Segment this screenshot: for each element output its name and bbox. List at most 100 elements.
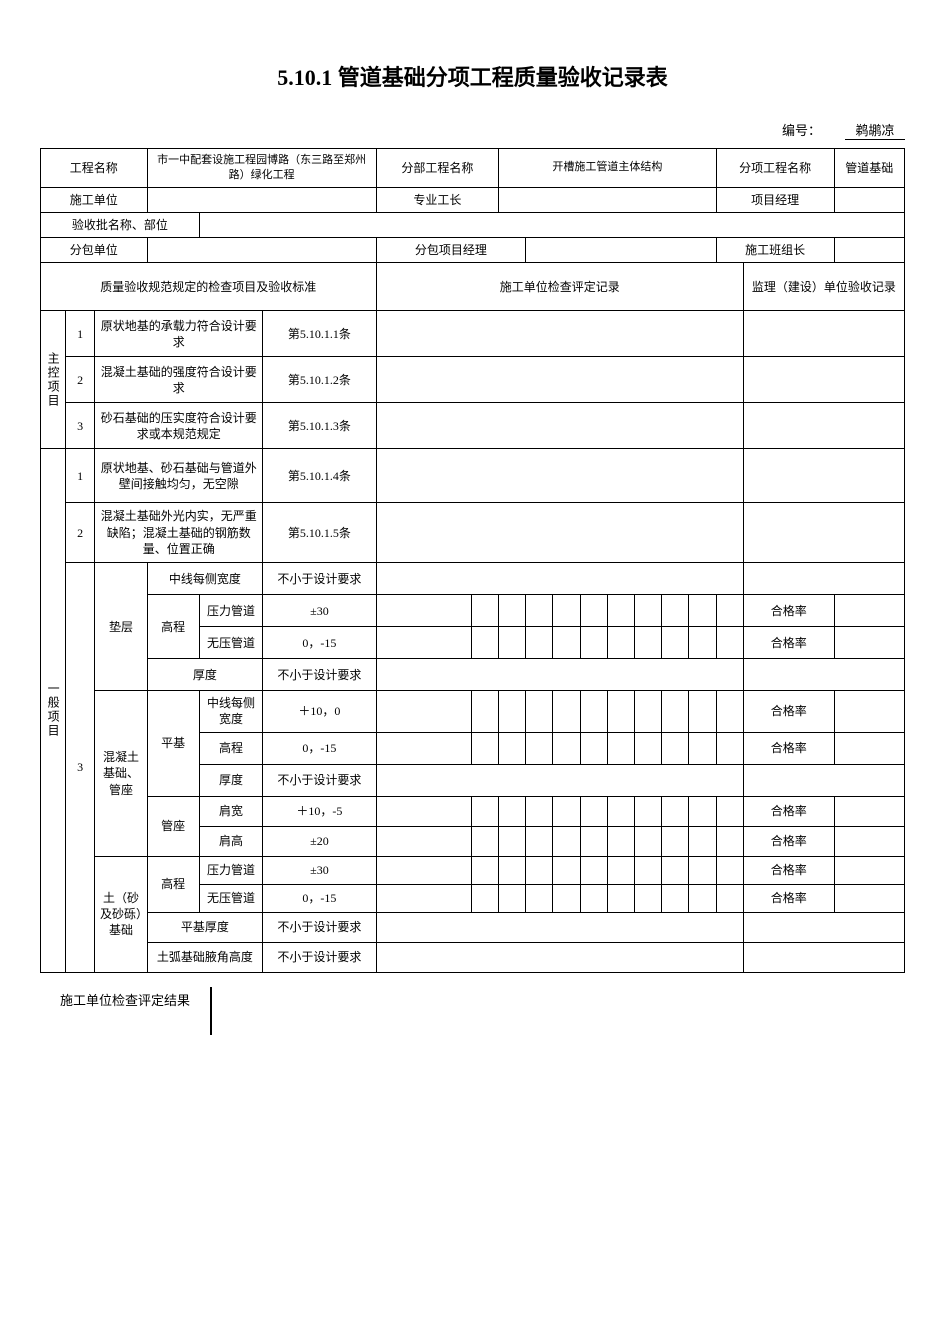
cushion-elev-label: 高程	[147, 595, 199, 659]
main-item-desc: 混凝土基础的强度符合设计要求	[95, 357, 263, 403]
data-cell	[526, 796, 553, 826]
main-item-row: 主控项目 1 原状地基的承载力符合设计要求 第5.10.1.1条	[41, 311, 905, 357]
data-cell	[376, 691, 471, 732]
data-cell	[662, 732, 689, 764]
data-cell	[716, 884, 743, 912]
data-cell	[499, 796, 526, 826]
data-cell	[526, 856, 553, 884]
main-item-ref: 第5.10.1.1条	[263, 311, 376, 357]
data-cell	[635, 732, 662, 764]
general-item-row: 2 混凝土基础外光内实，无严重缺陷；混凝土基础的钢筋数量、位置正确 第5.10.…	[41, 503, 905, 563]
main-item-record	[376, 403, 743, 449]
data-cell	[526, 595, 553, 627]
bianhao-value: 鹈鹕凉	[845, 120, 905, 140]
data-cell	[607, 691, 634, 732]
construct-unit-value	[147, 187, 376, 212]
main-item-num: 1	[65, 311, 94, 357]
supervise-cell	[834, 796, 904, 826]
data-cell	[716, 856, 743, 884]
supervise-cell	[834, 627, 904, 659]
general-item-row: 一般项目 1 原状地基、砂石基础与管道外壁间接触均匀，无空隙 第5.10.1.4…	[41, 449, 905, 503]
record-cell	[376, 764, 743, 796]
data-cell	[580, 627, 607, 659]
soil-pressure-label: 压力管道	[199, 856, 262, 884]
soil-pingji-thick-label: 平基厚度	[147, 912, 263, 942]
foreman-label: 专业工长	[376, 187, 498, 212]
data-cell	[662, 691, 689, 732]
data-cell	[499, 826, 526, 856]
item-label: 分项工程名称	[716, 149, 834, 188]
data-cell	[716, 826, 743, 856]
g1-ref: 第5.10.1.4条	[263, 449, 376, 503]
g2-supervise	[743, 503, 904, 563]
project-name-value: 市一中配套设施工程园博路（东三路至郑州路）绿化工程	[147, 149, 376, 188]
pass-rate-label: 合格率	[743, 627, 834, 659]
data-cell	[553, 884, 580, 912]
data-cell	[607, 796, 634, 826]
data-cell	[553, 826, 580, 856]
data-cell	[553, 796, 580, 826]
inspection-table: 工程名称 市一中配套设施工程园博路（东三路至郑州路）绿化工程 分部工程名称 开槽…	[40, 148, 905, 973]
data-cell	[376, 732, 471, 764]
record-cell	[376, 659, 743, 691]
data-cell	[716, 691, 743, 732]
data-cell	[553, 627, 580, 659]
footer-divider	[210, 987, 212, 1035]
data-cell	[662, 595, 689, 627]
data-cell	[471, 884, 498, 912]
data-cell	[689, 796, 716, 826]
cushion-thickness-std: 不小于设计要求	[263, 659, 376, 691]
pass-rate-label: 合格率	[743, 856, 834, 884]
pass-rate-label: 合格率	[743, 826, 834, 856]
main-item-ref: 第5.10.1.3条	[263, 403, 376, 449]
data-cell	[662, 856, 689, 884]
data-cell	[662, 627, 689, 659]
data-cell	[635, 856, 662, 884]
soil-pressure-row: 土（砂及砂砾）基础 高程 压力管道 ±30 合格率	[41, 856, 905, 884]
main-item-num: 3	[65, 403, 94, 449]
data-cell	[662, 796, 689, 826]
data-cell	[580, 884, 607, 912]
soil-arc-height-row: 土弧基础腋角高度 不小于设计要求	[41, 942, 905, 972]
record-cell	[376, 563, 743, 595]
pass-rate-label: 合格率	[743, 884, 834, 912]
cushion-centerline-row: 3 垫层 中线每侧宽度 不小于设计要求	[41, 563, 905, 595]
supervise-cell	[834, 732, 904, 764]
data-cell	[689, 856, 716, 884]
data-cell	[580, 796, 607, 826]
g1-record	[376, 449, 743, 503]
cushion-name: 垫层	[95, 563, 147, 691]
bianhao-label: 编号：	[782, 120, 821, 139]
data-cell	[716, 595, 743, 627]
data-cell	[471, 826, 498, 856]
g1-desc: 原状地基、砂石基础与管道外壁间接触均匀，无空隙	[95, 449, 263, 503]
batch-value	[199, 212, 904, 237]
footer-label: 施工单位检查评定结果	[40, 987, 210, 1011]
main-item-desc: 砂石基础的压实度符合设计要求或本规范规定	[95, 403, 263, 449]
team-leader-value	[834, 238, 904, 263]
data-cell	[526, 691, 553, 732]
foreman-value	[499, 187, 717, 212]
concrete-thickness-label: 厚度	[199, 764, 262, 796]
shoulder-h-std: ±20	[263, 826, 376, 856]
soil-nopressure-label: 无压管道	[199, 884, 262, 912]
data-cell	[526, 826, 553, 856]
data-cell	[635, 796, 662, 826]
data-cell	[553, 691, 580, 732]
data-cell	[662, 826, 689, 856]
main-item-row: 2 混凝土基础的强度符合设计要求 第5.10.1.2条	[41, 357, 905, 403]
data-cell	[635, 826, 662, 856]
pass-rate-label: 合格率	[743, 796, 834, 826]
data-cell	[471, 856, 498, 884]
g2-record	[376, 503, 743, 563]
pass-rate-label: 合格率	[743, 732, 834, 764]
main-item-supervise	[743, 357, 904, 403]
pingji-label: 平基	[147, 691, 199, 796]
data-cell	[607, 856, 634, 884]
main-item-row: 3 砂石基础的压实度符合设计要求或本规范规定 第5.10.1.3条	[41, 403, 905, 449]
cushion-nopressure-std: 0，-15	[263, 627, 376, 659]
data-cell	[716, 627, 743, 659]
data-cell	[526, 884, 553, 912]
shoulder-w-std: ＋10，-5	[263, 796, 376, 826]
main-item-supervise	[743, 311, 904, 357]
